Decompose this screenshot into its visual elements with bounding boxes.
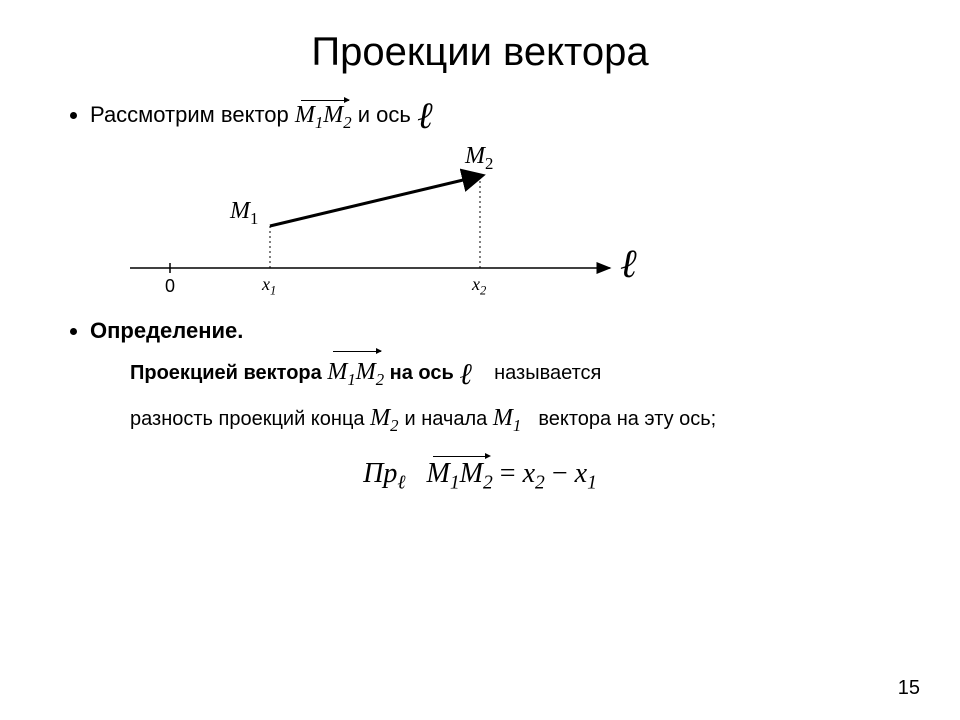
formula-eq: = (500, 458, 523, 489)
def-vector: M1M2 (327, 349, 384, 394)
m-letter: M (295, 102, 315, 128)
def-m1: M (327, 359, 347, 385)
vector-arrow (270, 176, 480, 226)
definition-line1: Проекцией вектора M1M2 на ось ℓ называет… (130, 349, 900, 399)
m-sub2: 2 (343, 113, 351, 132)
def-end-m2: M2 (370, 405, 404, 431)
label-zero: 0 (165, 276, 175, 297)
label-m2: M2 (465, 143, 493, 174)
def-l2a: разность проекций конца (130, 408, 370, 430)
f-m1: M (427, 458, 450, 489)
x2-sub: 2 (480, 284, 486, 298)
def-m2: M (356, 359, 376, 385)
m1-sub: 1 (250, 209, 258, 228)
m2-sub: 2 (485, 154, 493, 173)
m-sub1: 1 (315, 113, 323, 132)
m1-letter: M (230, 198, 250, 224)
formula-vector: M1M2 (427, 454, 493, 495)
page-number: 15 (898, 677, 920, 700)
x1-letter: x (262, 274, 270, 294)
definition-line2: разность проекций конца M2 и начала M1 в… (130, 399, 900, 440)
formula-ell-sub: ℓ (397, 473, 405, 494)
formula-x1: x1 (575, 458, 597, 489)
def-m2s: 2 (390, 415, 398, 434)
def-start-m1: M1 (493, 405, 527, 431)
projection-formula: Прℓ M1M2 = x2 − x1 (60, 454, 900, 495)
bullet-list: Рассмотрим вектор M1M2 и ось ℓ (60, 95, 900, 439)
f-m2: M (460, 458, 483, 489)
definition-heading: Определение. (90, 318, 243, 343)
slide: Проекции вектора Рассмотрим вектор M1M2 … (0, 0, 960, 720)
bullet1-mid: и ось (358, 102, 417, 127)
f-s1: 1 (450, 473, 460, 494)
label-x1: x1 (262, 274, 276, 299)
f-x1l: x (575, 458, 587, 489)
vector-m1m2: M1M2 (295, 98, 352, 133)
def-m1l: M (493, 405, 513, 431)
def-m1s: 1 (513, 415, 521, 434)
bullet1-pre: Рассмотрим вектор (90, 102, 295, 127)
f-x2l: x (523, 458, 535, 489)
label-x2: x2 (472, 274, 486, 299)
x1-sub: 1 (270, 284, 276, 298)
bullet-2: Определение. Проекцией вектора M1M2 на о… (90, 318, 900, 439)
formula-minus: − (552, 458, 575, 489)
label-axis-ell: ℓ (620, 240, 637, 287)
def-s1: 1 (347, 370, 355, 389)
def-l1a: Проекцией вектора (130, 362, 327, 384)
f-s2: 2 (483, 473, 493, 494)
def-ell: ℓ (459, 351, 472, 399)
def-l1b: на ось (390, 362, 460, 384)
def-l2c: вектора на эту ось; (538, 408, 716, 430)
m-letter2: M (323, 102, 343, 128)
f-x2s: 2 (535, 473, 545, 494)
bullet-1: Рассмотрим вектор M1M2 и ось ℓ (90, 95, 900, 308)
m2-letter: M (465, 143, 485, 169)
vector-diagram: 0 x1 x2 M1 M2 ℓ (110, 148, 670, 308)
formula-pr: Пр (363, 458, 397, 489)
label-m1: M1 (230, 198, 258, 229)
def-l2b: и начала (404, 408, 492, 430)
formula-x2: x2 (523, 458, 545, 489)
diagram-svg (110, 148, 670, 308)
def-l1c: называется (494, 362, 601, 384)
x2-letter: x (472, 274, 480, 294)
axis-ell: ℓ (417, 95, 433, 138)
def-s2: 2 (376, 370, 384, 389)
slide-title: Проекции вектора (60, 30, 900, 75)
f-x1s: 1 (587, 473, 597, 494)
def-m2l: M (370, 405, 390, 431)
